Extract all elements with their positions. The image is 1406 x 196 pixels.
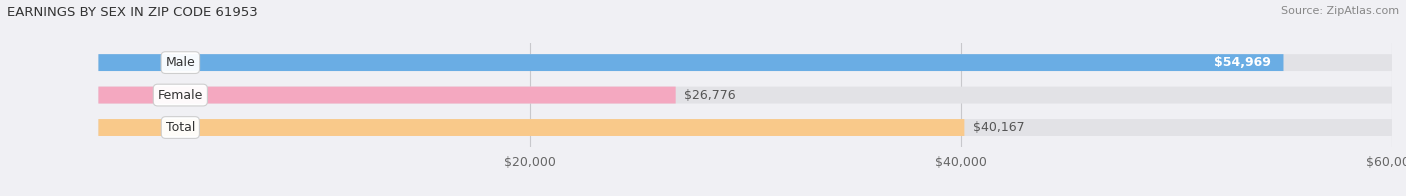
Text: Total: Total: [166, 121, 195, 134]
FancyBboxPatch shape: [98, 54, 1284, 71]
Text: Male: Male: [166, 56, 195, 69]
FancyBboxPatch shape: [98, 87, 676, 103]
Text: $54,969: $54,969: [1213, 56, 1271, 69]
FancyBboxPatch shape: [98, 87, 1392, 103]
FancyBboxPatch shape: [98, 119, 965, 136]
FancyBboxPatch shape: [98, 119, 1392, 136]
Text: $40,167: $40,167: [973, 121, 1025, 134]
Text: $26,776: $26,776: [685, 89, 735, 102]
FancyBboxPatch shape: [98, 54, 1392, 71]
Text: Source: ZipAtlas.com: Source: ZipAtlas.com: [1281, 6, 1399, 16]
Text: EARNINGS BY SEX IN ZIP CODE 61953: EARNINGS BY SEX IN ZIP CODE 61953: [7, 6, 257, 19]
Text: Female: Female: [157, 89, 202, 102]
